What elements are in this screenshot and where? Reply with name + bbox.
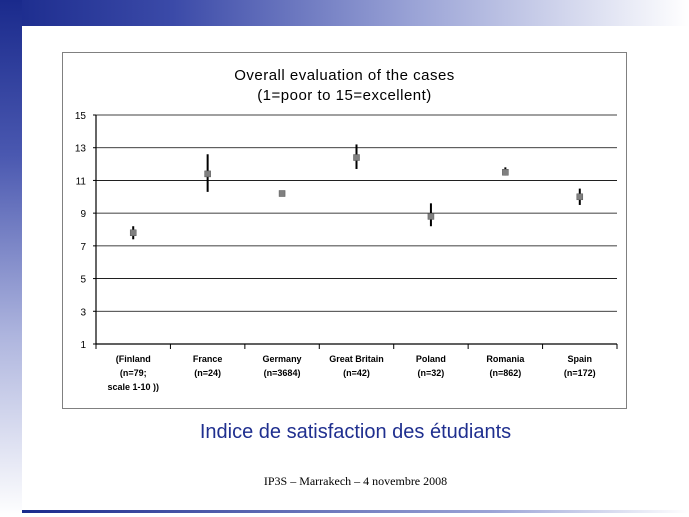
slide-left-band <box>0 0 22 517</box>
y-tick-label: 11 <box>76 176 87 187</box>
x-category-label: (n=3684) <box>264 368 301 378</box>
x-category-label: (Finland <box>116 354 151 364</box>
data-point-marker <box>204 170 211 178</box>
data-point-marker <box>502 169 509 176</box>
y-tick-label: 5 <box>80 275 86 286</box>
y-tick-label: 9 <box>80 209 86 220</box>
y-tick-label: 3 <box>80 307 86 318</box>
slide-subtitle: Indice de satisfaction des étudiants <box>199 421 512 443</box>
x-category-label: Poland <box>416 354 446 364</box>
x-category-label: (n=79; <box>120 368 147 378</box>
x-category-label: (n=32) <box>418 368 445 378</box>
data-point-marker <box>278 190 286 197</box>
y-tick-label: 7 <box>80 242 86 253</box>
data-point-marker <box>353 154 360 161</box>
chart-frame <box>62 52 627 409</box>
y-tick-label: 13 <box>75 144 87 155</box>
data-point-marker <box>427 213 435 220</box>
x-category-label: scale 1-10 )) <box>107 382 159 392</box>
x-category-label: Great Britain <box>329 354 384 364</box>
x-category-label: Romania <box>486 354 525 364</box>
data-point-marker <box>129 229 137 237</box>
y-tick-label: 15 <box>75 111 87 122</box>
x-category-label: (n=24) <box>194 368 221 378</box>
x-category-label: (n=862) <box>489 368 521 378</box>
x-category-label: (n=42) <box>343 368 370 378</box>
x-category-label: Germany <box>263 354 302 364</box>
chart-title: Overall evaluation of the cases <box>234 67 455 84</box>
x-category-label: (n=172) <box>564 368 596 378</box>
y-tick-label: 1 <box>80 340 86 351</box>
x-category-label: Spain <box>568 354 593 364</box>
data-point-marker <box>576 193 584 201</box>
x-category-label: France <box>193 354 223 364</box>
slide-header-band <box>0 0 689 26</box>
slide-bottom-rule <box>22 510 689 513</box>
chart-subtitle: (1=poor to 15=excellent) <box>257 87 432 104</box>
slide-footer: IP3S – Marrakech – 4 novembre 2008 <box>263 474 448 488</box>
